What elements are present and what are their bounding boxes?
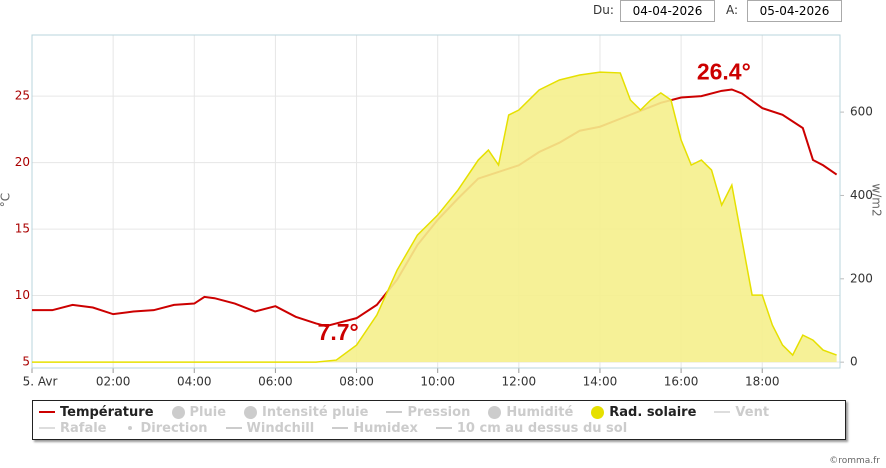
- legend-item[interactable]: Windchill: [225, 420, 315, 436]
- legend-label: 10 cm au dessus du sol: [456, 420, 628, 436]
- y2-tick-label: 400: [850, 188, 873, 202]
- legend-symbol: [714, 411, 731, 413]
- legend-label: Direction: [140, 420, 208, 436]
- legend-item[interactable]: Pression: [386, 404, 470, 420]
- legend-label: Windchill: [246, 420, 315, 436]
- solar-area: [32, 72, 837, 363]
- y2-tick-label: 200: [850, 271, 873, 285]
- legend-item[interactable]: Pluie: [171, 404, 227, 420]
- legend-symbol: [225, 427, 242, 429]
- annotation: 26.4°: [697, 59, 751, 85]
- legend-symbol: [332, 427, 349, 429]
- y2-tick-label: 0: [850, 355, 858, 369]
- legend-label: Rad. solaire: [609, 404, 697, 420]
- x-tick-label: 18:00: [745, 375, 780, 389]
- legend-symbol: [244, 405, 258, 419]
- legend-label: Intensité pluie: [262, 404, 369, 420]
- x-tick-label: 14:00: [583, 375, 618, 389]
- from-label: Du:: [593, 3, 614, 17]
- to-label: A:: [726, 3, 739, 17]
- legend: Température Pluie Intensité pluie Pression H…: [32, 400, 846, 440]
- legend-item[interactable]: Rafale: [39, 420, 106, 436]
- y-axis-title: °C: [0, 193, 13, 207]
- credit: ©romma.fr: [829, 456, 880, 466]
- y-tick-label: 10: [15, 288, 30, 302]
- legend-item[interactable]: Intensité pluie: [244, 404, 368, 420]
- chart: °C w/m2 5 10 15 20 25 5. Avr 02:00 04:00 06:00 08…: [0, 34, 884, 389]
- solar-line: [32, 71, 837, 363]
- legend-item[interactable]: Humidex: [332, 420, 418, 436]
- legend-symbol: [39, 411, 55, 413]
- y2-tick-label: 600: [850, 105, 873, 119]
- legend-label: Pluie: [189, 404, 227, 420]
- x-tick-label: 16:00: [664, 375, 699, 389]
- legend-label: Rafale: [60, 420, 107, 436]
- y2-axis-title: w/m2: [870, 183, 884, 216]
- legend-item[interactable]: Température: [39, 404, 154, 420]
- legend-label: Humidité: [506, 404, 574, 420]
- legend-symbol: [591, 405, 605, 419]
- legend-symbol: [386, 411, 403, 413]
- x-tick-label: 02:00: [96, 375, 131, 389]
- legend-label: Humidex: [353, 420, 418, 436]
- legend-symbol: [171, 405, 185, 419]
- legend-label: Vent: [735, 404, 770, 420]
- x-tick-label: 04:00: [177, 375, 212, 389]
- legend-item[interactable]: Rad. solaire: [591, 404, 696, 420]
- y-tick-label: 15: [15, 222, 30, 236]
- y-tick-label: 20: [15, 155, 30, 169]
- annotation: 7.7°: [318, 319, 359, 345]
- x-tick-label: 06:00: [258, 375, 293, 389]
- legend-item[interactable]: Humidité: [488, 404, 573, 420]
- legend-symbol: [435, 427, 452, 429]
- y-tick-label: 25: [15, 89, 30, 103]
- legend-symbol: [488, 405, 502, 419]
- legend-item[interactable]: Direction: [124, 420, 208, 436]
- legend-label: Pression: [407, 404, 471, 420]
- from-date-input[interactable]: 04-04-2026: [620, 0, 715, 22]
- x-tick-label: 08:00: [339, 375, 374, 389]
- x-tick-label: 10:00: [420, 375, 455, 389]
- x-tick-label: 12:00: [502, 375, 537, 389]
- legend-symbol: [128, 426, 133, 430]
- legend-item[interactable]: 10 cm au dessus du sol: [435, 420, 628, 436]
- legend-label: Température: [60, 404, 154, 420]
- to-date-input[interactable]: 05-04-2026: [747, 0, 842, 22]
- legend-symbol: [39, 427, 55, 429]
- y-tick-label: 5: [22, 355, 30, 369]
- plot-border: [31, 34, 841, 369]
- legend-item[interactable]: Vent: [714, 404, 769, 420]
- x-tick-label: 5. Avr: [23, 375, 58, 389]
